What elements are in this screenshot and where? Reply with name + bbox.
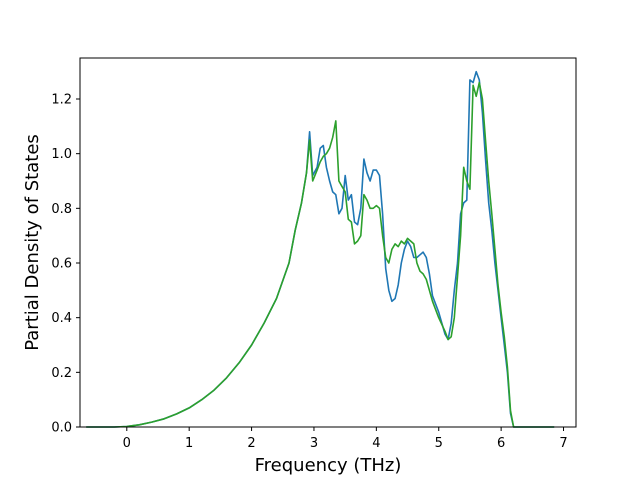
x-tick-label: 1	[185, 436, 193, 451]
plot-frame	[79, 57, 577, 428]
y-tick-label: 0.2	[51, 366, 72, 381]
x-tick-label: 4	[372, 436, 380, 451]
y-tick-label: 0.4	[51, 311, 72, 326]
y-tick-label: 0.8	[51, 202, 72, 217]
x-tick-label: 7	[559, 436, 567, 451]
y-tick-label: 0.6	[51, 257, 72, 272]
x-axis-label: Frequency (THz)	[255, 455, 402, 476]
y-tick-label: 1.2	[51, 93, 72, 108]
y-axis-label: Partial Density of States	[22, 134, 43, 351]
x-tick-label: 2	[247, 436, 255, 451]
y-tick-label: 0.0	[51, 421, 72, 436]
x-tick-label: 3	[310, 436, 318, 451]
x-tick-label: 0	[123, 436, 131, 451]
x-tick-label: 6	[497, 436, 505, 451]
series-layer	[86, 70, 555, 428]
y-axis: 0.0 0.2 0.4 0.6 0.8 1.0 1.2	[51, 93, 80, 436]
x-axis: 0 1 2 3 4 5 6 7	[123, 427, 568, 451]
y-tick-label: 1.0	[51, 147, 72, 162]
x-tick-label: 5	[435, 436, 443, 451]
series-line-2	[86, 81, 555, 428]
